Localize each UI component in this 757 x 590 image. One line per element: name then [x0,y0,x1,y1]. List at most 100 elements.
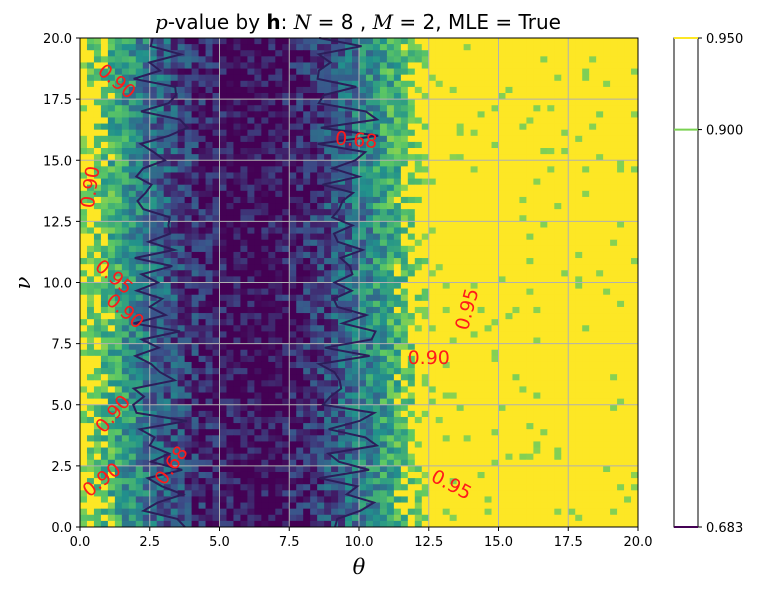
heatmap-cell [610,86,618,94]
heatmap-cell [617,62,625,70]
heatmap-cell [226,416,234,424]
heatmap-cell [296,343,304,351]
heatmap-cell [219,209,227,216]
heatmap-cell [80,319,88,326]
heatmap-cell [275,148,283,155]
heatmap-cell [519,215,527,222]
heatmap-cell [303,38,311,45]
heatmap-cell [491,215,499,222]
heatmap-cell [582,203,590,210]
heatmap-cell [407,105,416,112]
heatmap-cell [393,349,402,357]
heatmap-cell [449,62,458,70]
heatmap-cell [289,282,297,290]
heatmap-cell [617,80,625,88]
heatmap-cell [205,50,214,57]
heatmap-cell [435,80,444,88]
heatmap-cell [268,117,276,125]
heatmap-cell [359,331,367,339]
heatmap-cell [212,209,220,216]
heatmap-cell [561,105,569,112]
heatmap-cell [149,117,158,125]
heatmap-cell [582,264,590,271]
heatmap-cell [240,129,248,137]
heatmap-cell [519,56,527,63]
heatmap-cell [359,160,367,167]
heatmap-cell [352,368,360,375]
heatmap-cell [603,245,611,253]
heatmap-cell [379,233,388,241]
heatmap-cell [393,38,402,45]
heatmap-cell [331,239,339,247]
heatmap-cell [303,264,311,271]
heatmap-cell [631,294,639,302]
heatmap-cell [93,410,102,418]
heatmap-cell [149,80,158,88]
heatmap-cell [317,38,325,45]
heatmap-cell [365,129,374,137]
heatmap-cell [484,203,493,210]
heatmap-cell [135,68,144,76]
heatmap-cell [205,38,214,45]
heatmap-cell [589,68,597,76]
heatmap-cell [359,74,367,82]
heatmap-cell [149,50,158,57]
heatmap-cell [331,282,339,290]
heatmap-cell [484,50,493,57]
heatmap-cell [261,74,269,82]
heatmap-cell [449,349,458,357]
heatmap-cell [254,227,262,235]
heatmap-cell [275,123,283,131]
heatmap-cell [261,282,269,290]
heatmap-cell [149,129,158,137]
heatmap-cell [233,62,241,70]
heatmap-cell [254,74,262,82]
heatmap-cell [240,416,248,424]
heatmap-cell [338,380,346,387]
heatmap-cell [212,68,220,76]
heatmap-cell [247,99,255,106]
heatmap-cell [80,215,88,222]
heatmap-cell [359,258,367,265]
heatmap-cell [428,313,437,320]
heatmap-cell [247,313,255,320]
heatmap-cell [100,239,109,247]
heatmap-cell [86,166,95,173]
heatmap-cell [219,135,227,143]
heatmap-cell [310,331,318,339]
heatmap-cell [561,386,569,394]
heatmap-cell [268,276,276,283]
heatmap-cell [393,282,402,290]
heatmap-cell [421,111,430,118]
heatmap-cell [289,258,297,265]
heatmap-cell [324,392,332,400]
heatmap-cell [491,282,499,290]
heatmap-cell [421,117,430,125]
heatmap-cell [484,135,493,143]
heatmap-cell [617,135,625,143]
heatmap-cell [191,141,200,149]
heatmap-cell [114,251,123,259]
heatmap-cell [149,313,158,320]
heatmap-cell [442,178,451,186]
heatmap-cell [575,404,583,412]
heatmap-cell [505,44,513,51]
heatmap-cell [100,337,109,345]
heatmap-cell [303,410,311,418]
heatmap-cell [470,368,479,375]
heatmap-cell [624,361,632,369]
heatmap-cell [142,416,151,424]
heatmap-cell [393,148,402,155]
heatmap-cell [121,215,130,222]
heatmap-cell [554,300,562,308]
heatmap-cell [491,209,499,216]
heatmap-cell [107,80,116,88]
heatmap-cell [365,282,374,290]
heatmap-cell [198,300,207,308]
heatmap-cell [198,184,207,192]
heatmap-cell [393,203,402,210]
heatmap-cell [372,56,381,63]
heatmap-cell [107,56,116,63]
heatmap-cell [589,282,597,290]
heatmap-cell [191,68,200,76]
